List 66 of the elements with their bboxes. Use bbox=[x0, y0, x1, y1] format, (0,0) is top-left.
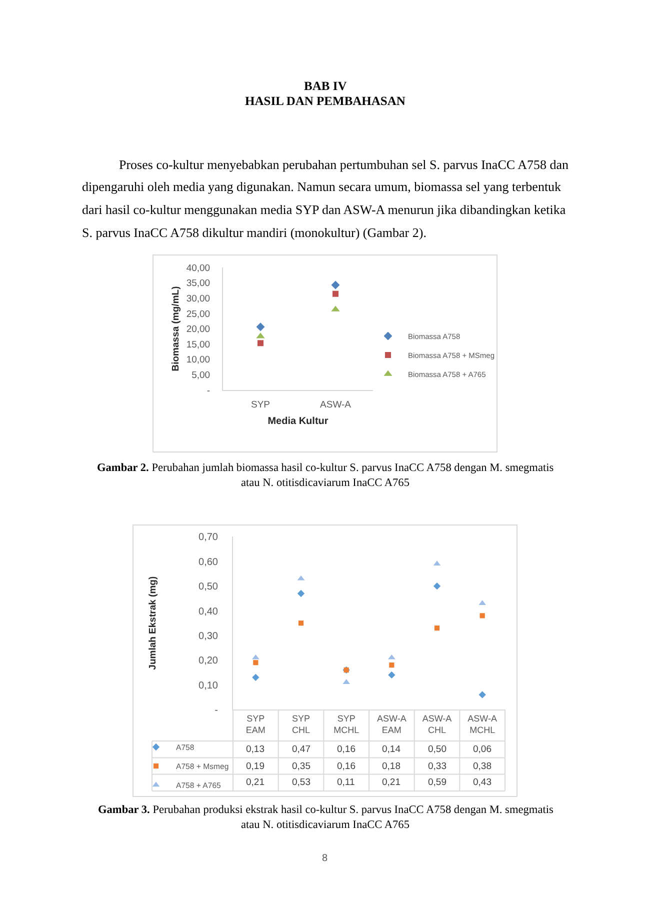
y-tick-label: 10,00 bbox=[186, 354, 210, 366]
point bbox=[331, 280, 340, 290]
text: Gambar 2. Perubahan jumlah biomassa hasil co-kultur S. parvus InaCC A758 dengan M. smegmatis atau N. otitisdicaviarum InaCC A765 bbox=[97, 462, 554, 489]
x-tick-label: SYP MCHL bbox=[334, 713, 360, 735]
point bbox=[253, 660, 258, 666]
y-tick-label: 0,70 bbox=[198, 532, 218, 544]
text: 8 bbox=[322, 853, 328, 864]
data-label: 0,13 bbox=[246, 744, 264, 755]
x-tick-label: ASW-A EAM bbox=[377, 713, 406, 735]
data-label: 0,11 bbox=[337, 777, 355, 788]
point bbox=[389, 662, 394, 668]
point bbox=[434, 625, 440, 631]
text: Proses co-kultur menyebabkan perubahan pertumbuhan sel S. parvus InaCC A758 dan dipengaruhi oleh media yang digunakan. Namun secara umum, biomassa sel yang terbentuk dari hasil co-kultur menggunakan media SYP dan ASW-A menurun jika dibandingkan ketika S. parvus InaCC A758 dikultur mandiri (monokultur) (Gambar 2). bbox=[82, 157, 569, 240]
point bbox=[478, 691, 486, 698]
x-tick-label: SYP CHL bbox=[292, 713, 310, 735]
y-tick-label: 0,10 bbox=[198, 680, 218, 692]
data-label: 0,38 bbox=[473, 761, 492, 772]
y-tick-label: 0,50 bbox=[198, 582, 218, 593]
data-label: 0,19 bbox=[246, 761, 264, 772]
x-tick-label: ASW-A CHL bbox=[422, 713, 452, 735]
y-tick-label: 20,00 bbox=[186, 324, 210, 336]
data-label: 0,53 bbox=[292, 777, 310, 788]
text: Gambar 3. Perubahan produksi ekstrak hasil co-kultur S. parvus InaCC A758 dengan M. smegmatis atau N. otitisdicaviarum InaCC A765 bbox=[98, 804, 554, 831]
data-label: 0,59 bbox=[428, 777, 446, 788]
data-label: 0,43 bbox=[473, 777, 492, 788]
point bbox=[433, 582, 441, 590]
point bbox=[332, 290, 338, 297]
y-tick-label: 0,30 bbox=[198, 630, 218, 642]
y-axis-title: Jumlah Ekstrak (mg) bbox=[148, 576, 159, 670]
point bbox=[258, 340, 264, 346]
data-label: 0,18 bbox=[382, 761, 400, 772]
data-label: 0,47 bbox=[292, 744, 310, 755]
x-tick-label: ASW-A MCHL bbox=[468, 713, 497, 735]
x-tick-label: SYP bbox=[250, 399, 270, 410]
data-label: 0,16 bbox=[337, 761, 356, 772]
y-tick-label: 40,00 bbox=[186, 262, 210, 274]
data-label: 0,35 bbox=[292, 761, 310, 772]
data-label: 0,21 bbox=[246, 777, 264, 788]
data-label: 0,14 bbox=[382, 744, 400, 755]
point bbox=[256, 322, 265, 332]
data-label: 0,21 bbox=[382, 777, 400, 788]
y-tick-label: 35,00 bbox=[186, 278, 210, 290]
data-label: 0,33 bbox=[428, 761, 446, 772]
text: BAB IV bbox=[304, 79, 347, 93]
point bbox=[480, 613, 485, 618]
y-tick-label: 15,00 bbox=[186, 339, 210, 350]
y-tick-label: 30,00 bbox=[186, 293, 210, 304]
x-axis-title: Media Kultur bbox=[268, 416, 328, 427]
y-tick-label: - bbox=[206, 385, 210, 396]
y-axis-title: Biomassa (mg/mL) bbox=[170, 286, 182, 372]
y-tick-label: 0,40 bbox=[198, 606, 218, 618]
y-tick-label: 0,60 bbox=[198, 556, 218, 568]
x-tick-label: ASW-A bbox=[320, 399, 352, 410]
y-tick-label: 25,00 bbox=[186, 308, 210, 320]
point bbox=[252, 674, 260, 681]
data-label: 0,06 bbox=[473, 744, 492, 755]
point bbox=[297, 590, 305, 598]
x-tick-label: SYP EAM bbox=[246, 713, 266, 735]
text: HASIL DAN PEMBAHASAN bbox=[245, 94, 406, 108]
y-tick-label: 0,20 bbox=[198, 656, 218, 667]
y-tick-label: - bbox=[214, 705, 218, 716]
data-label: 0,16 bbox=[337, 744, 356, 755]
data-label: 0,50 bbox=[428, 744, 446, 755]
point bbox=[388, 671, 396, 679]
y-tick-label: 5,00 bbox=[192, 370, 210, 382]
point bbox=[298, 620, 304, 626]
